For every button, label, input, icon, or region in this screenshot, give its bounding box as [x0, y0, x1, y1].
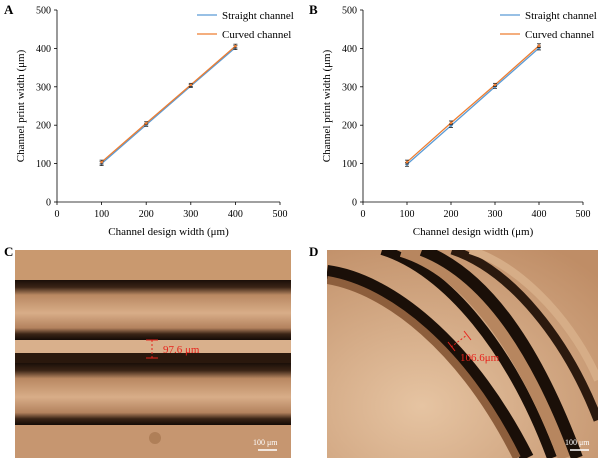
y-tick-label: 400	[36, 44, 51, 55]
series-line-0	[101, 47, 236, 165]
x-axis-label: Channel design width (μm)	[413, 226, 534, 238]
data-point	[449, 121, 453, 125]
scale-bar-label-c: 100 μm	[253, 438, 278, 447]
chart-b: 0 100 200 300 400 500 0 100 200 300 400 500 Channel …	[321, 6, 597, 239]
panel-label-d: D	[309, 244, 319, 259]
y-axis-label: Channel print width (μm)	[321, 49, 333, 162]
series-line-1	[101, 45, 236, 163]
scale-bar-label-d: 100 μm	[565, 438, 590, 447]
y-tick-label: 300	[342, 82, 357, 93]
series-line-0	[406, 47, 540, 165]
y-tick-label: 200	[36, 121, 51, 132]
y-tick-label: 300	[36, 82, 51, 93]
x-tick-label: 0	[361, 209, 366, 220]
y-tick-label: 0	[46, 198, 51, 209]
x-tick-label: 100	[94, 209, 109, 220]
x-tick-label: 500	[576, 209, 591, 220]
legend-label-1: Curved channel	[222, 29, 291, 41]
panel-label-b: B	[309, 2, 318, 17]
legend-label-0: Straight channel	[525, 10, 597, 22]
y-tick-label: 100	[342, 159, 357, 170]
measurement-label-d: 106.6μm	[460, 352, 500, 364]
x-tick-label: 400	[532, 209, 547, 220]
chart-a: 0 100 200 300 400 500 0 100 200 300 400 500 Channel …	[15, 6, 294, 239]
micrograph-c: 97.6 μm 100 μm	[15, 250, 291, 458]
y-tick-label: 200	[342, 121, 357, 132]
data-point	[493, 83, 497, 87]
y-tick-label: 400	[342, 44, 357, 55]
x-tick-label: 500	[273, 209, 288, 220]
legend-label-1: Curved channel	[525, 29, 594, 41]
x-tick-label: 200	[139, 209, 154, 220]
x-tick-label: 0	[55, 209, 60, 220]
x-tick-label: 300	[183, 209, 198, 220]
y-axis-label: Channel print width (μm)	[15, 49, 27, 162]
data-point	[537, 44, 541, 48]
x-tick-label: 200	[444, 209, 459, 220]
x-tick-label: 400	[228, 209, 243, 220]
micrograph-d: 106.6μm 100 μm	[327, 250, 598, 458]
panel-label-c: C	[4, 244, 14, 259]
x-tick-label: 100	[400, 209, 415, 220]
y-tick-label: 100	[36, 159, 51, 170]
x-axis-label: Channel design width (μm)	[108, 226, 229, 238]
data-point	[189, 83, 193, 87]
data-point	[405, 160, 409, 164]
y-tick-label: 0	[352, 198, 357, 209]
data-point	[234, 44, 237, 48]
measurement-label-c: 97.6 μm	[163, 344, 200, 356]
panel-label-a: A	[4, 2, 14, 17]
y-tick-label: 500	[342, 6, 357, 17]
legend-label-0: Straight channel	[222, 10, 294, 22]
y-tick-label: 500	[36, 6, 51, 17]
series-line-1	[406, 45, 540, 163]
x-tick-label: 300	[488, 209, 503, 220]
data-point	[144, 121, 148, 125]
data-point	[100, 160, 103, 164]
